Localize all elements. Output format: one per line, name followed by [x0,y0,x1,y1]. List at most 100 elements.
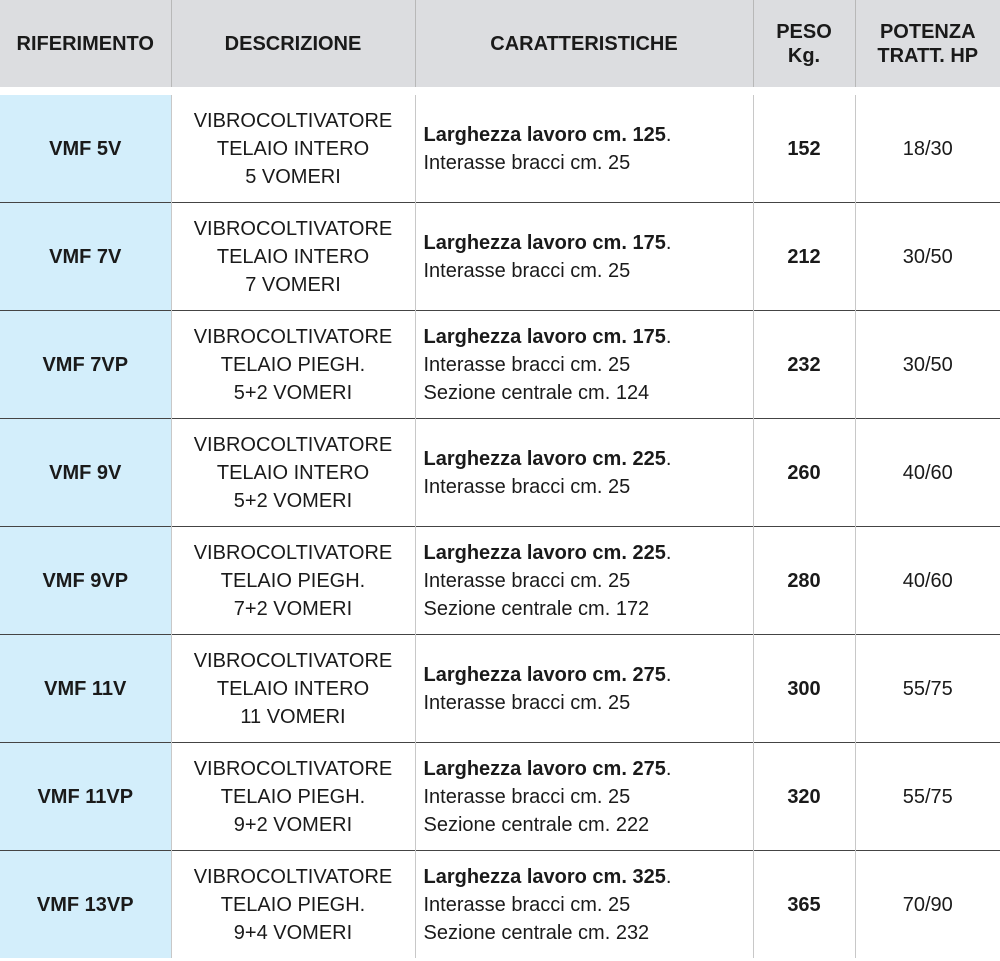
cell-caratteristiche: Larghezza lavoro cm. 175. Interasse bracc… [414,202,753,311]
cell-caratteristiche: Larghezza lavoro cm. 325. Interasse bracc… [414,850,753,958]
cell-descrizione: VIBROCOLTIVATORE TELAIO INTERO 7 VOMERI [170,202,415,311]
cell-caratteristiche: Larghezza lavoro cm. 225. Interasse bracc… [414,418,753,527]
desc-line: 5 VOMERI [245,165,341,188]
header-descrizione: DESCRIZIONE [170,0,415,87]
interasse-bracci: Interasse bracci cm. 25 [423,893,631,916]
cell-descrizione: VIBROCOLTIVATORE TELAIO PIEGH. 9+2 VOMERI [170,742,415,851]
cell-riferimento: VMF 11V [0,634,171,743]
cell-potenza: 40/60 [854,526,1000,635]
cell-potenza: 70/90 [854,850,1000,958]
desc-line: VIBROCOLTIVATORE [193,865,393,888]
desc-line: VIBROCOLTIVATORE [193,433,393,456]
cell-potenza: 55/75 [854,634,1000,743]
desc-line: TELAIO INTERO [216,461,370,484]
cell-riferimento: VMF 9VP [0,526,171,635]
cell-descrizione: VIBROCOLTIVATORE TELAIO PIEGH. 9+4 VOMERI [170,850,415,958]
cell-potenza: 18/30 [854,95,1000,203]
cell-peso: 152 [752,95,855,203]
cell-riferimento: VMF 9V [0,418,171,527]
larghezza-lavoro: Larghezza lavoro cm. 275 [423,757,666,780]
cell-peso: 300 [752,634,855,743]
cell-descrizione: VIBROCOLTIVATORE TELAIO PIEGH. 5+2 VOMERI [170,310,415,419]
larghezza-lavoro: Larghezza lavoro cm. 225 [423,541,666,564]
table-row: VMF 7VP VIBROCOLTIVATORE TELAIO PIEGH. 5+2 … [0,310,1000,419]
table-row: VMF 5V VIBROCOLTIVATORE TELAIO INTERO 5 VOM… [0,95,1000,203]
table-row: VMF 13VP VIBROCOLTIVATORE TELAIO PIEGH. 9+4… [0,850,1000,958]
interasse-bracci: Interasse bracci cm. 25 [423,475,631,498]
header-riferimento: RIFERIMENTO [0,0,171,87]
header-peso-line1: PESO [776,20,832,43]
cell-caratteristiche: Larghezza lavoro cm. 225. Interasse bracc… [414,526,753,635]
cell-descrizione: VIBROCOLTIVATORE TELAIO INTERO 11 VOMERI [170,634,415,743]
desc-line: VIBROCOLTIVATORE [193,757,393,780]
header-potenza: POTENZA TRATT. HP [854,0,1000,87]
cell-caratteristiche: Larghezza lavoro cm. 175. Interasse bracc… [414,310,753,419]
sezione-centrale: Sezione centrale cm. 172 [423,597,650,620]
desc-line: TELAIO PIEGH. [220,893,366,916]
cell-descrizione: VIBROCOLTIVATORE TELAIO INTERO 5 VOMERI [170,95,415,203]
table-row: VMF 9V VIBROCOLTIVATORE TELAIO INTERO 5+2 V… [0,418,1000,527]
cell-riferimento: VMF 7VP [0,310,171,419]
cell-peso: 280 [752,526,855,635]
desc-line: VIBROCOLTIVATORE [193,649,393,672]
desc-line: TELAIO INTERO [216,677,370,700]
table-row: VMF 11V VIBROCOLTIVATORE TELAIO INTERO 11 V… [0,634,1000,743]
table-row: VMF 11VP VIBROCOLTIVATORE TELAIO PIEGH. 9+2… [0,742,1000,851]
larghezza-lavoro: Larghezza lavoro cm. 275 [423,663,666,686]
desc-line: 5+2 VOMERI [233,489,353,512]
desc-line: 7 VOMERI [245,273,341,296]
desc-line: TELAIO PIEGH. [220,785,366,808]
desc-line: TELAIO INTERO [216,245,370,268]
larghezza-lavoro: Larghezza lavoro cm. 325 [423,865,666,888]
table-row: VMF 9VP VIBROCOLTIVATORE TELAIO PIEGH. 7+2 … [0,526,1000,635]
interasse-bracci: Interasse bracci cm. 25 [423,785,631,808]
interasse-bracci: Interasse bracci cm. 25 [423,353,631,376]
header-potenza-line1: POTENZA [879,20,976,43]
desc-line: VIBROCOLTIVATORE [193,109,393,132]
desc-line: 7+2 VOMERI [233,597,353,620]
desc-line: 9+4 VOMERI [233,921,353,944]
interasse-bracci: Interasse bracci cm. 25 [423,569,631,592]
cell-caratteristiche: Larghezza lavoro cm. 275. Interasse bracc… [414,742,753,851]
cell-potenza: 30/50 [854,310,1000,419]
cell-riferimento: VMF 5V [0,95,171,203]
larghezza-lavoro: Larghezza lavoro cm. 175 [423,231,666,254]
cell-potenza: 55/75 [854,742,1000,851]
header-potenza-line2: TRATT. HP [877,44,979,67]
desc-line: 5+2 VOMERI [233,381,353,404]
cell-potenza: 40/60 [854,418,1000,527]
cell-riferimento: VMF 13VP [0,850,171,958]
desc-line: TELAIO INTERO [216,137,370,160]
larghezza-lavoro: Larghezza lavoro cm. 175 [423,325,666,348]
desc-line: VIBROCOLTIVATORE [193,325,393,348]
header-peso-line2: Kg. [787,44,821,67]
cell-descrizione: VIBROCOLTIVATORE TELAIO INTERO 5+2 VOMERI [170,418,415,527]
larghezza-lavoro: Larghezza lavoro cm. 125 [423,123,666,146]
sezione-centrale: Sezione centrale cm. 222 [423,813,650,836]
cell-caratteristiche: Larghezza lavoro cm. 125. Interasse bracc… [414,95,753,203]
desc-line: TELAIO PIEGH. [220,569,366,592]
header-caratteristiche: CARATTERISTICHE [414,0,753,87]
cell-peso: 365 [752,850,855,958]
cell-peso: 320 [752,742,855,851]
sezione-centrale: Sezione centrale cm. 124 [423,381,650,404]
desc-line: 9+2 VOMERI [233,813,353,836]
cell-potenza: 30/50 [854,202,1000,311]
cell-caratteristiche: Larghezza lavoro cm. 275. Interasse bracc… [414,634,753,743]
cell-peso: 260 [752,418,855,527]
header-peso: PESO Kg. [752,0,855,87]
interasse-bracci: Interasse bracci cm. 25 [423,259,631,282]
desc-line: TELAIO PIEGH. [220,353,366,376]
cell-peso: 212 [752,202,855,311]
interasse-bracci: Interasse bracci cm. 25 [423,691,631,714]
cell-riferimento: VMF 11VP [0,742,171,851]
larghezza-lavoro: Larghezza lavoro cm. 225 [423,447,666,470]
cell-descrizione: VIBROCOLTIVATORE TELAIO PIEGH. 7+2 VOMERI [170,526,415,635]
cell-riferimento: VMF 7V [0,202,171,311]
table-row: VMF 7V VIBROCOLTIVATORE TELAIO INTERO 7 VOM… [0,202,1000,311]
sezione-centrale: Sezione centrale cm. 232 [423,921,650,944]
cell-peso: 232 [752,310,855,419]
desc-line: 11 VOMERI [240,705,346,728]
interasse-bracci: Interasse bracci cm. 25 [423,151,631,174]
